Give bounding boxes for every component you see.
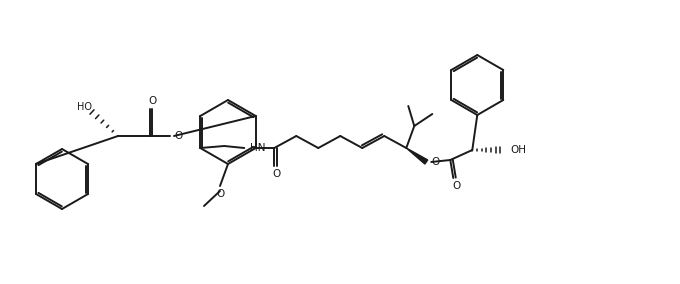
Text: O: O (174, 131, 182, 141)
Text: O: O (216, 189, 224, 199)
Text: O: O (272, 169, 280, 179)
Text: HN: HN (250, 143, 266, 153)
Text: O: O (452, 181, 460, 191)
Text: HO: HO (77, 102, 92, 112)
Text: OH: OH (510, 145, 526, 155)
Polygon shape (406, 148, 428, 164)
Text: O: O (148, 96, 156, 106)
Text: O: O (431, 157, 439, 167)
